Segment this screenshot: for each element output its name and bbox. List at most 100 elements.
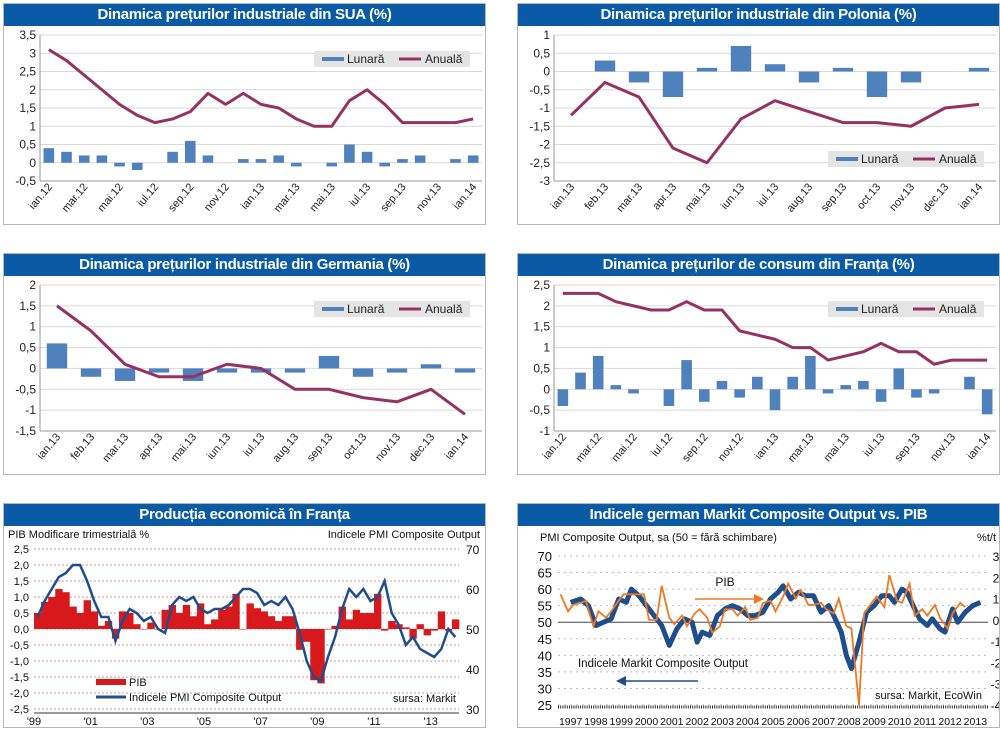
x-tick-label: iul.13	[861, 431, 887, 459]
x-tick-label: mai.12	[95, 181, 125, 214]
bar-lunara	[662, 71, 684, 98]
bar-lunara	[167, 151, 178, 163]
y-tick-label-left: 70	[538, 549, 552, 564]
bar-lunara	[893, 368, 905, 390]
y-tick-label: 1	[29, 320, 36, 334]
x-tick-label: aug.13	[784, 181, 815, 214]
bar-lunara	[216, 368, 238, 373]
chart-title: Dinamica prețurilor industriale din Germ…	[4, 254, 485, 276]
bar-lunara	[968, 67, 990, 72]
x-tick-label: 1998	[584, 716, 608, 727]
y-tick-label: 0,5	[19, 138, 36, 152]
x-tick-label: sep.13	[819, 181, 849, 214]
y-tick-label-right: -4	[991, 699, 999, 713]
bar-pib	[416, 624, 424, 629]
chart-germany-industrial-prices: -1,5 -1 -0,5 0 0,5 1 1,5 2 ian.13 feb.13 mar.13 apr…	[15, 278, 482, 465]
bar-lunara	[78, 155, 90, 163]
bar-lunara	[628, 389, 639, 394]
x-tick-label: 2003	[711, 716, 735, 727]
chart-title: Dinamica prețurilor industriale din SUA …	[4, 4, 485, 26]
line-pmi	[569, 583, 982, 672]
bar-lunara	[46, 343, 68, 369]
x-tick-label: 2008	[837, 716, 861, 727]
y-tick-label: 1,5	[19, 299, 36, 313]
y-axis-title-left: PIB Modificare trimestrială %	[8, 529, 149, 541]
bar-lunara	[840, 385, 852, 390]
y-tick-label-left: -2,5	[10, 704, 29, 716]
y-tick-label-left: -1,0	[10, 656, 29, 668]
x-tick-label: sep.12	[166, 181, 196, 214]
bar-lunara	[822, 389, 834, 394]
x-tick-label: 2004	[736, 716, 760, 727]
y-tick-label-left: -0,5	[10, 640, 29, 652]
bar-lunara	[61, 151, 72, 163]
x-tick-label: mai.13	[308, 181, 338, 214]
x-tick-label: '13	[423, 716, 437, 727]
x-tick-label: 2000	[635, 716, 659, 727]
x-tick-label: '03	[140, 716, 154, 727]
chart-germany-pmi-vs-gdp: PMI Composite Output, sa (50 = fără schi…	[538, 532, 999, 727]
bar-pib	[260, 611, 269, 629]
bar-pib	[303, 629, 311, 642]
x-tick-label: ian.13	[239, 181, 267, 212]
x-tick-label: 2010	[888, 716, 912, 727]
y-tick-label-left: 0,0	[14, 624, 29, 636]
y-tick-label: 0	[29, 361, 36, 375]
bar-pib	[69, 606, 77, 629]
y-tick-label: 2	[543, 299, 550, 313]
x-tick-label: ian.14	[957, 181, 985, 212]
y-tick-label: -0,5	[15, 382, 36, 396]
legend-swatch-lunara	[322, 307, 344, 311]
legend-label: Lunară	[347, 302, 385, 316]
y-tick-label: 3,5	[19, 28, 36, 42]
chart-panel-france-output: Producția economică în Franța PIB Modifi…	[3, 503, 486, 728]
y-tick-label: 0,5	[533, 361, 550, 375]
bar-pib	[437, 611, 446, 629]
bar-lunara	[114, 368, 136, 381]
bar-pib	[281, 616, 290, 629]
bar-lunara	[273, 155, 284, 163]
x-tick-label: oct.13	[341, 431, 369, 462]
bar-pib	[34, 613, 42, 629]
y-tick-label-left: 60	[538, 582, 552, 597]
bar-lunara	[284, 368, 306, 373]
y-tick-label: 1,5	[19, 101, 36, 115]
bar-pib	[374, 593, 382, 629]
bar-lunara	[787, 376, 798, 390]
x-tick-label: iul.12	[649, 431, 675, 459]
bar-pib	[274, 621, 283, 629]
annotation-pmi: Indicele Markit Composite Output	[578, 658, 749, 670]
bar-pib	[451, 619, 460, 629]
legend-label: Lunară	[861, 152, 899, 166]
x-tick-label: 2002	[685, 716, 709, 727]
y-tick-label: -1	[25, 403, 36, 417]
x-tick-label: mai.12	[609, 431, 639, 464]
x-tick-label: '09	[310, 716, 324, 727]
y-tick-label: -3	[539, 174, 550, 188]
y-tick-label-left: 0,5	[14, 608, 29, 620]
legend-label: Lunară	[861, 302, 899, 316]
bar-pib	[225, 606, 233, 629]
y-tick-label: 2,5	[533, 278, 550, 292]
legend-label: Lunară	[347, 52, 385, 66]
y-tick-label-left: -2,0	[10, 688, 29, 700]
bar-pib	[267, 616, 276, 629]
y-tick-label-left: 40	[538, 648, 552, 663]
y-tick-label-left: -1,5	[10, 672, 29, 684]
chart-title: Dinamica prețurilor de consum din Franța…	[518, 254, 999, 276]
bar-pib	[48, 597, 56, 629]
legend	[828, 301, 984, 317]
y-tick-label-left: 2,0	[14, 560, 29, 572]
chart-panel-france-cpi: Dinamica prețurilor de consum din Franța…	[517, 253, 1000, 475]
x-tick-label: sep.12	[680, 431, 710, 464]
bar-pib	[310, 629, 318, 681]
bar-lunara	[344, 144, 355, 163]
x-tick-label: sep.13	[305, 431, 335, 464]
bar-pib	[239, 629, 247, 630]
x-tick-label: iun.13	[719, 181, 747, 212]
y-tick-label: -0,5	[529, 83, 550, 97]
bar-pib	[76, 613, 84, 629]
bar-pib	[196, 603, 205, 629]
bar-pib	[289, 616, 297, 629]
